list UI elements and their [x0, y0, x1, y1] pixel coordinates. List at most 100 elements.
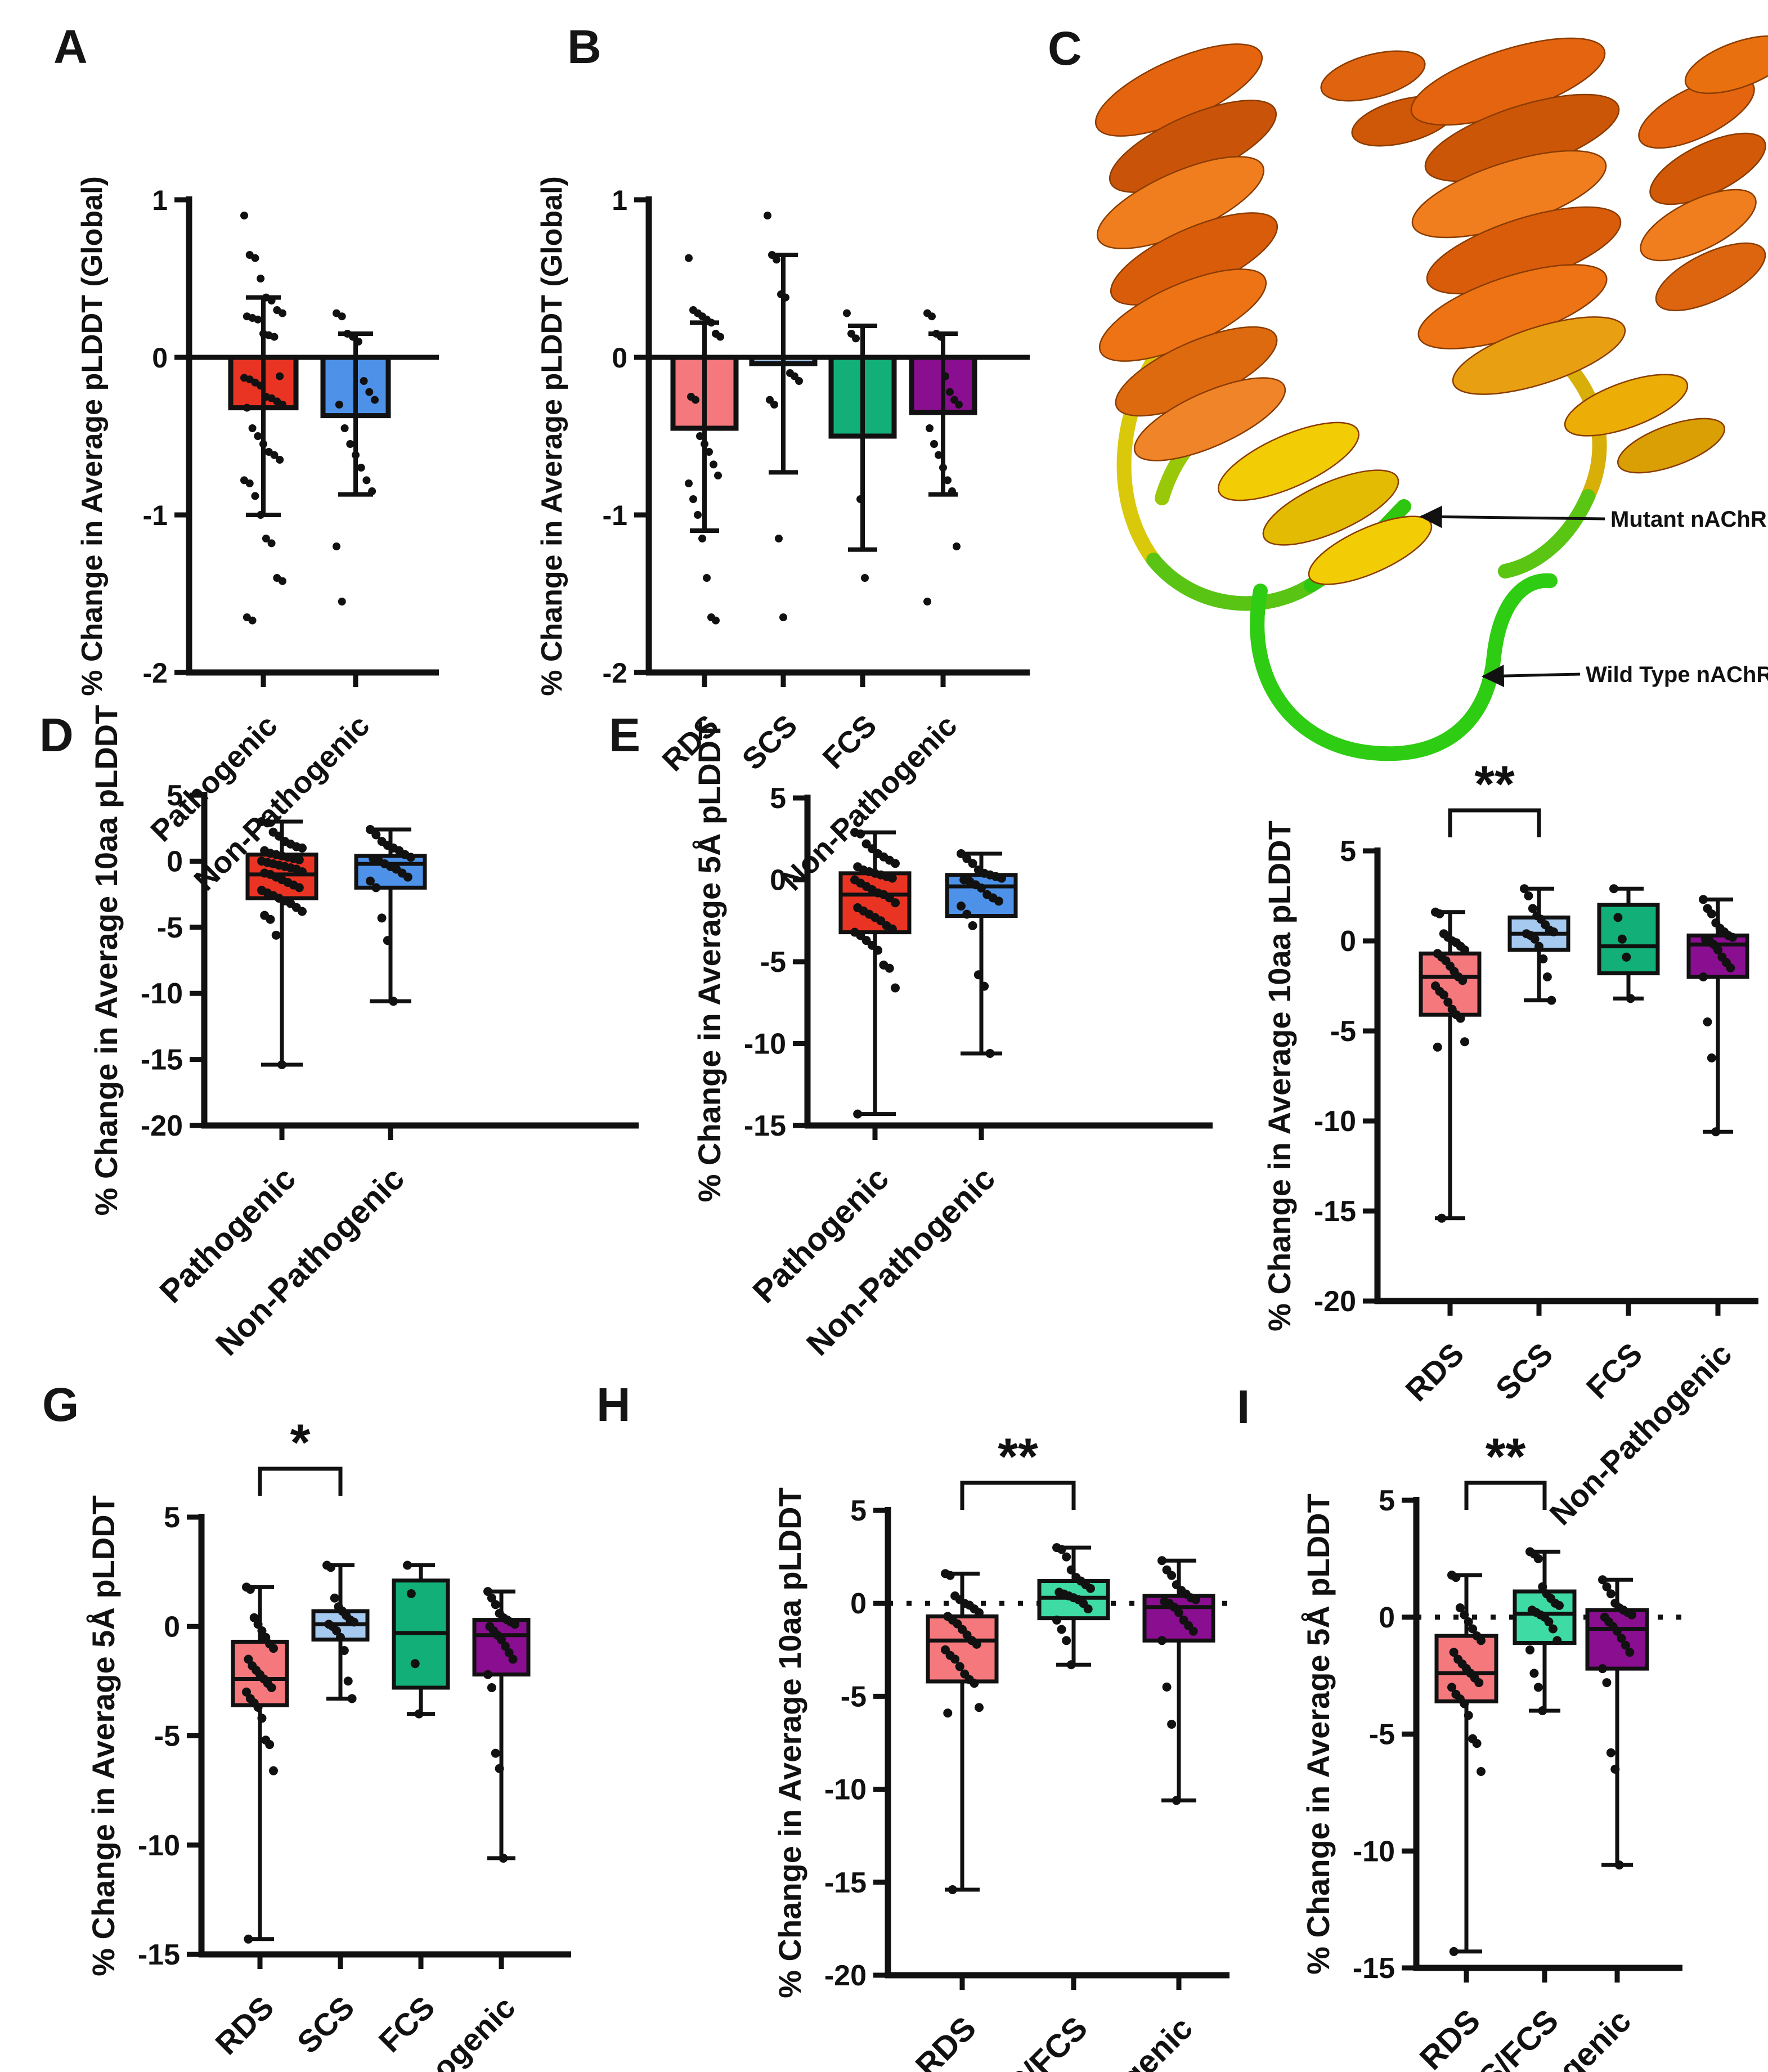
x-category-label: Non-Pathogenic [209, 1160, 411, 1362]
panel-letter-e: E [609, 708, 642, 761]
scatter-points [1598, 1575, 1636, 1870]
box-scs [1507, 884, 1570, 1005]
y-axis-label: % Change in Average 10aa pLDDT [1262, 820, 1297, 1331]
scatter-points [850, 828, 900, 1119]
significance-label: ** [998, 1428, 1038, 1486]
annotation-arrow-mutant [1419, 505, 1605, 528]
panel-i-chart: 5 0 -5 -10 -15 % Change in Average 5Å pLDDT RD… [1300, 1428, 1682, 2072]
svg-text:-10: -10 [824, 1774, 867, 1806]
svg-text:-10: -10 [141, 977, 183, 1010]
svg-text:0: 0 [152, 342, 168, 374]
scatter-points [240, 212, 286, 625]
y-axis-label: % Change in Average 5Å pLDDT [692, 721, 727, 1203]
panel-letter-i: I [1237, 1380, 1251, 1433]
box-fcs [1597, 884, 1660, 1003]
svg-text:-10: -10 [744, 1028, 786, 1061]
svg-text:5: 5 [770, 782, 786, 815]
scatter-points [843, 309, 869, 582]
y-axis: 5 0 -5 -10 -15 -20 % Change in Average 10aa pL… [88, 705, 208, 1216]
svg-text:0: 0 [850, 1587, 867, 1620]
significance-bracket: * [258, 1414, 343, 1496]
svg-text:-15: -15 [141, 1044, 183, 1077]
box-non-pathogenic [1686, 895, 1749, 1137]
svg-text:5: 5 [1340, 835, 1356, 868]
panel-e-chart: 5 0 -5 -10 -15 % Change in Average 5Å pLDDT Pa… [692, 721, 1213, 1363]
bar-pathogenic [228, 212, 299, 625]
bar-fcs [828, 309, 897, 582]
x-category-label: SCS [290, 1989, 361, 2060]
bar-scs [749, 212, 818, 621]
protein-structure-illustration: Mutant nAChR Subunit Wild Type nAChR Sub… [1094, 35, 1768, 761]
bar-rds [670, 254, 739, 625]
svg-text:-5: -5 [154, 1720, 180, 1753]
svg-text:-1: -1 [603, 500, 627, 531]
significance-label: ** [1486, 1428, 1526, 1486]
svg-text:-10: -10 [1314, 1105, 1356, 1138]
scatter-points [1447, 1570, 1486, 1956]
scatter-points [685, 254, 724, 625]
box-rds [926, 1569, 999, 1895]
svg-text:0: 0 [770, 864, 786, 897]
svg-text:5: 5 [164, 1501, 180, 1534]
scatter-points [1699, 895, 1737, 1137]
svg-text:5: 5 [1379, 1485, 1395, 1517]
scatter-points [1525, 1547, 1564, 1715]
panel-letter-c: C [1048, 22, 1083, 75]
panel-d-chart: 5 0 -5 -10 -15 -20 % Change in Average 10aa pL… [88, 705, 639, 1363]
y-axis: 5 0 -5 -10 -15 % Change in Average 5Å pLDDT [86, 1495, 205, 1976]
y-axis-label: % Change in Average pLDDT (Global) [76, 176, 109, 696]
panel-f-chart: 5 0 -5 -10 -15 -20 % Change in Average 10aa pL… [1262, 756, 1758, 1532]
box-non-pathogenic [945, 849, 1018, 1058]
y-axis-label: % Change in Average 5Å pLDDT [1300, 1494, 1336, 1975]
scatter-points [957, 849, 1006, 1058]
box-fcs [392, 1560, 450, 1719]
scatter-points [1157, 1556, 1200, 1805]
x-category-label: RDS [1413, 2002, 1488, 2072]
bar-non-pathogenic [909, 309, 977, 606]
y-axis: 1 0 -1 -2 % Change in Average pLDDT (Global) [76, 176, 192, 696]
y-axis: 5 0 -5 -10 -15 -20 % Change in Average 10aa pL… [1262, 820, 1381, 1331]
box-rds [1419, 907, 1482, 1223]
svg-text:-5: -5 [157, 912, 183, 944]
x-category-label: RDS [909, 2010, 984, 2072]
significance-bracket: ** [960, 1428, 1076, 1510]
svg-text:1: 1 [152, 185, 168, 216]
panel-letter-h: H [596, 1378, 632, 1431]
scatter-points [257, 817, 307, 1069]
scatter-points [322, 1560, 358, 1703]
box-non-pathogenic [1142, 1556, 1215, 1805]
svg-text:0: 0 [1379, 1602, 1395, 1634]
svg-text:-5: -5 [760, 946, 786, 979]
y-axis-label: % Change in Average 10aa pLDDT [88, 705, 124, 1216]
svg-text:1: 1 [612, 185, 627, 216]
scatter-points [1431, 907, 1469, 1223]
y-axis-label: % Change in Average pLDDT (Global) [536, 176, 568, 696]
significance-label: * [290, 1414, 311, 1472]
y-axis-label: % Change in Average 5Å pLDDT [86, 1495, 121, 1976]
svg-text:-5: -5 [1330, 1015, 1356, 1048]
panel-letter-a: A [53, 20, 89, 73]
svg-text:-5: -5 [1369, 1719, 1395, 1751]
svg-text:5: 5 [850, 1495, 867, 1527]
panel-letter-g: G [42, 1378, 80, 1431]
x-category-label: Non-Pathogenic [800, 1160, 1002, 1362]
annotation-arrow-wildtype [1481, 665, 1581, 688]
significance-bracket: ** [1448, 756, 1541, 837]
scatter-points [333, 309, 379, 606]
svg-text:-10: -10 [138, 1829, 180, 1862]
svg-text:0: 0 [1340, 925, 1356, 958]
svg-text:-10: -10 [1353, 1835, 1395, 1868]
svg-text:0: 0 [167, 845, 183, 878]
helix-ribbons [1094, 35, 1768, 585]
svg-text:-20: -20 [141, 1110, 183, 1142]
y-axis: 5 0 -5 -10 -15 -20 % Change in Average 10aa pL… [772, 1487, 891, 1998]
panel-letter-b: B [567, 20, 603, 73]
scatter-points [1520, 884, 1558, 1005]
box-scs-fcs [1513, 1547, 1577, 1715]
x-category-label: FCS [372, 1989, 442, 2059]
svg-text:-15: -15 [1314, 1195, 1356, 1228]
panel-h-chart: 5 0 -5 -10 -15 -20 % Change in Average 10aa pL… [772, 1428, 1229, 2072]
